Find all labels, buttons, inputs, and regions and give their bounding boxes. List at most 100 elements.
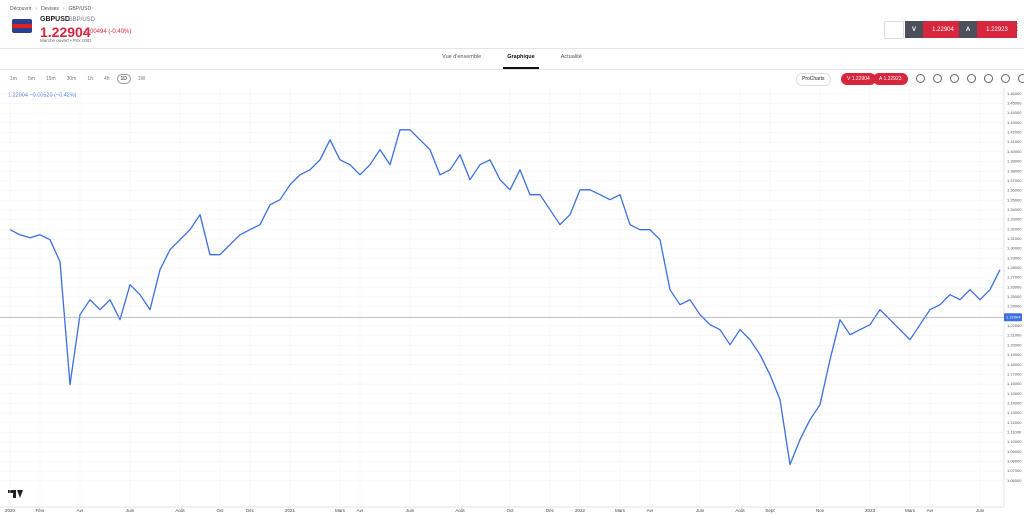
y-tick-label: 1.45000 [1007, 101, 1022, 106]
x-tick-label: Oct [216, 508, 224, 513]
y-tick-label: 1.37000 [1007, 178, 1022, 183]
divider [0, 69, 1024, 70]
sell-label: V [905, 21, 923, 38]
x-tick-label: Avr [77, 508, 84, 513]
timeframe-bar: 1m 5m 15m 30m 1h 4h 1D 1W [6, 74, 149, 84]
sell-price: 1.22904 [923, 21, 963, 38]
y-tick-label: 1.30000 [1007, 246, 1022, 251]
crumb: GBP/USD [59, 6, 91, 12]
timeframe-button[interactable]: 1D [116, 74, 131, 84]
tab[interactable]: Graphique [503, 49, 539, 69]
x-tick-label: 2021 [285, 508, 296, 513]
tab[interactable]: Vue d'ensemble [442, 54, 482, 60]
y-tick-label: 1.31000 [1007, 236, 1022, 241]
y-tick-label: 1.36000 [1007, 188, 1022, 193]
procharts-button[interactable]: ProCharts [796, 73, 831, 86]
chart-buy-button[interactable]: A 1.22923 [873, 73, 908, 85]
market-status: Marché ouvert • Prix USD [40, 38, 92, 43]
tool-icon[interactable] [1018, 74, 1024, 83]
y-tick-label: 1.32000 [1007, 226, 1022, 231]
crumb[interactable]: Devises [31, 6, 58, 12]
y-tick-label: 1.42000 [1007, 130, 1022, 135]
price-change: -0.00494 (-0.40%) [83, 29, 132, 35]
tradingview-logo [8, 490, 23, 498]
y-tick-label: 1.29000 [1007, 255, 1022, 260]
y-tick-label: 1.35000 [1007, 197, 1022, 202]
timeframe-button[interactable]: 5m [27, 76, 35, 82]
tab[interactable]: Actualité [560, 54, 582, 60]
tab-bar: Vue d'ensemble Graphique Actualité [0, 49, 1024, 69]
y-tick-label: 1.19000 [1007, 352, 1022, 357]
tool-icon[interactable] [916, 74, 925, 83]
current-price-label: 1.22904 [1006, 314, 1021, 319]
price-line [9, 129, 1001, 466]
price: 1.22904 [40, 24, 91, 40]
y-tick-label: 1.27000 [1007, 275, 1022, 280]
x-tick-label: Avr [647, 508, 654, 513]
y-tick-label: 1.46000 [1007, 91, 1022, 96]
y-tick-label: 1.22000 [1007, 323, 1022, 328]
divider [0, 48, 1024, 49]
flag-icon [12, 19, 32, 33]
x-tick-label: Oct [506, 508, 514, 513]
symbol-name: GBP/USD [68, 17, 96, 23]
y-tick-label: 1.25000 [1007, 294, 1022, 299]
x-tick-label: Août [455, 508, 465, 513]
y-tick-label: 1.43000 [1007, 120, 1022, 125]
y-tick-label: 1.21000 [1007, 333, 1022, 338]
buy-button[interactable]: A 1.22923 [959, 21, 1017, 38]
x-tick-label: Juin [406, 508, 415, 513]
x-tick-label: 2020 [5, 508, 16, 513]
timeframe-button[interactable]: 1m [10, 76, 17, 82]
x-tick-label: Août [735, 508, 745, 513]
y-tick-label: 1.11000 [1007, 429, 1022, 434]
tool-icon[interactable] [1001, 74, 1010, 83]
y-tick-label: 1.13000 [1007, 410, 1022, 415]
x-tick-label: Juin [976, 508, 985, 513]
chart-sell-button[interactable]: V 1.22904 [841, 73, 876, 85]
x-tick-label: 2022 [575, 508, 586, 513]
y-tick-label: 1.12000 [1007, 420, 1022, 425]
y-tick-label: 1.26000 [1007, 284, 1022, 289]
buy-price: 1.22923 [977, 21, 1017, 38]
x-tick-label: Mars [335, 508, 346, 513]
x-tick-label: Avr [357, 508, 364, 513]
x-tick-label: 2023 [865, 508, 876, 513]
more-menu[interactable]: ⋮ [1012, 22, 1022, 33]
symbol: GBPUSD [40, 16, 70, 23]
timeframe-button[interactable]: 15m [45, 76, 56, 82]
y-tick-label: 1.17000 [1007, 371, 1022, 376]
sell-button[interactable]: V 1.22904 [905, 21, 963, 38]
y-tick-label: 1.44000 [1007, 110, 1022, 115]
y-tick-label: 1.18000 [1007, 362, 1022, 367]
crumb[interactable]: Découvrir [10, 6, 32, 12]
timeframe-button[interactable]: 1h [87, 76, 93, 82]
chart-tools [916, 74, 1024, 83]
x-tick-label: Mars [905, 508, 916, 513]
y-tick-label: 1.41000 [1007, 139, 1022, 144]
x-tick-label: Août [175, 508, 185, 513]
y-tick-label: 1.28000 [1007, 265, 1022, 270]
watchlist-button[interactable] [884, 21, 904, 39]
tool-icon[interactable] [984, 74, 993, 83]
y-tick-label: 1.38000 [1007, 168, 1022, 173]
y-tick-label: 1.07000 [1007, 468, 1022, 473]
x-tick-label: Déc [246, 508, 255, 513]
timeframe-button[interactable]: 30m [66, 76, 77, 82]
tool-icon[interactable] [933, 74, 942, 83]
tool-icon[interactable] [967, 74, 976, 83]
y-tick-label: 1.08000 [1007, 459, 1022, 464]
y-tick-label: 1.40000 [1007, 149, 1022, 154]
tool-icon[interactable] [950, 74, 959, 83]
x-tick-label: Juin [696, 508, 705, 513]
timeframe-button[interactable]: 1W [137, 76, 146, 82]
x-tick-label: Févr [36, 508, 46, 513]
y-tick-label: 1.15000 [1007, 391, 1022, 396]
y-tick-label: 1.39000 [1007, 159, 1022, 164]
chart-legend: 1.22904 −0.00520 (−0.42%) [8, 92, 77, 98]
y-tick-label: 1.16000 [1007, 381, 1022, 386]
timeframe-button[interactable]: 4h [103, 76, 110, 82]
y-tick-label: 1.34000 [1007, 207, 1022, 212]
